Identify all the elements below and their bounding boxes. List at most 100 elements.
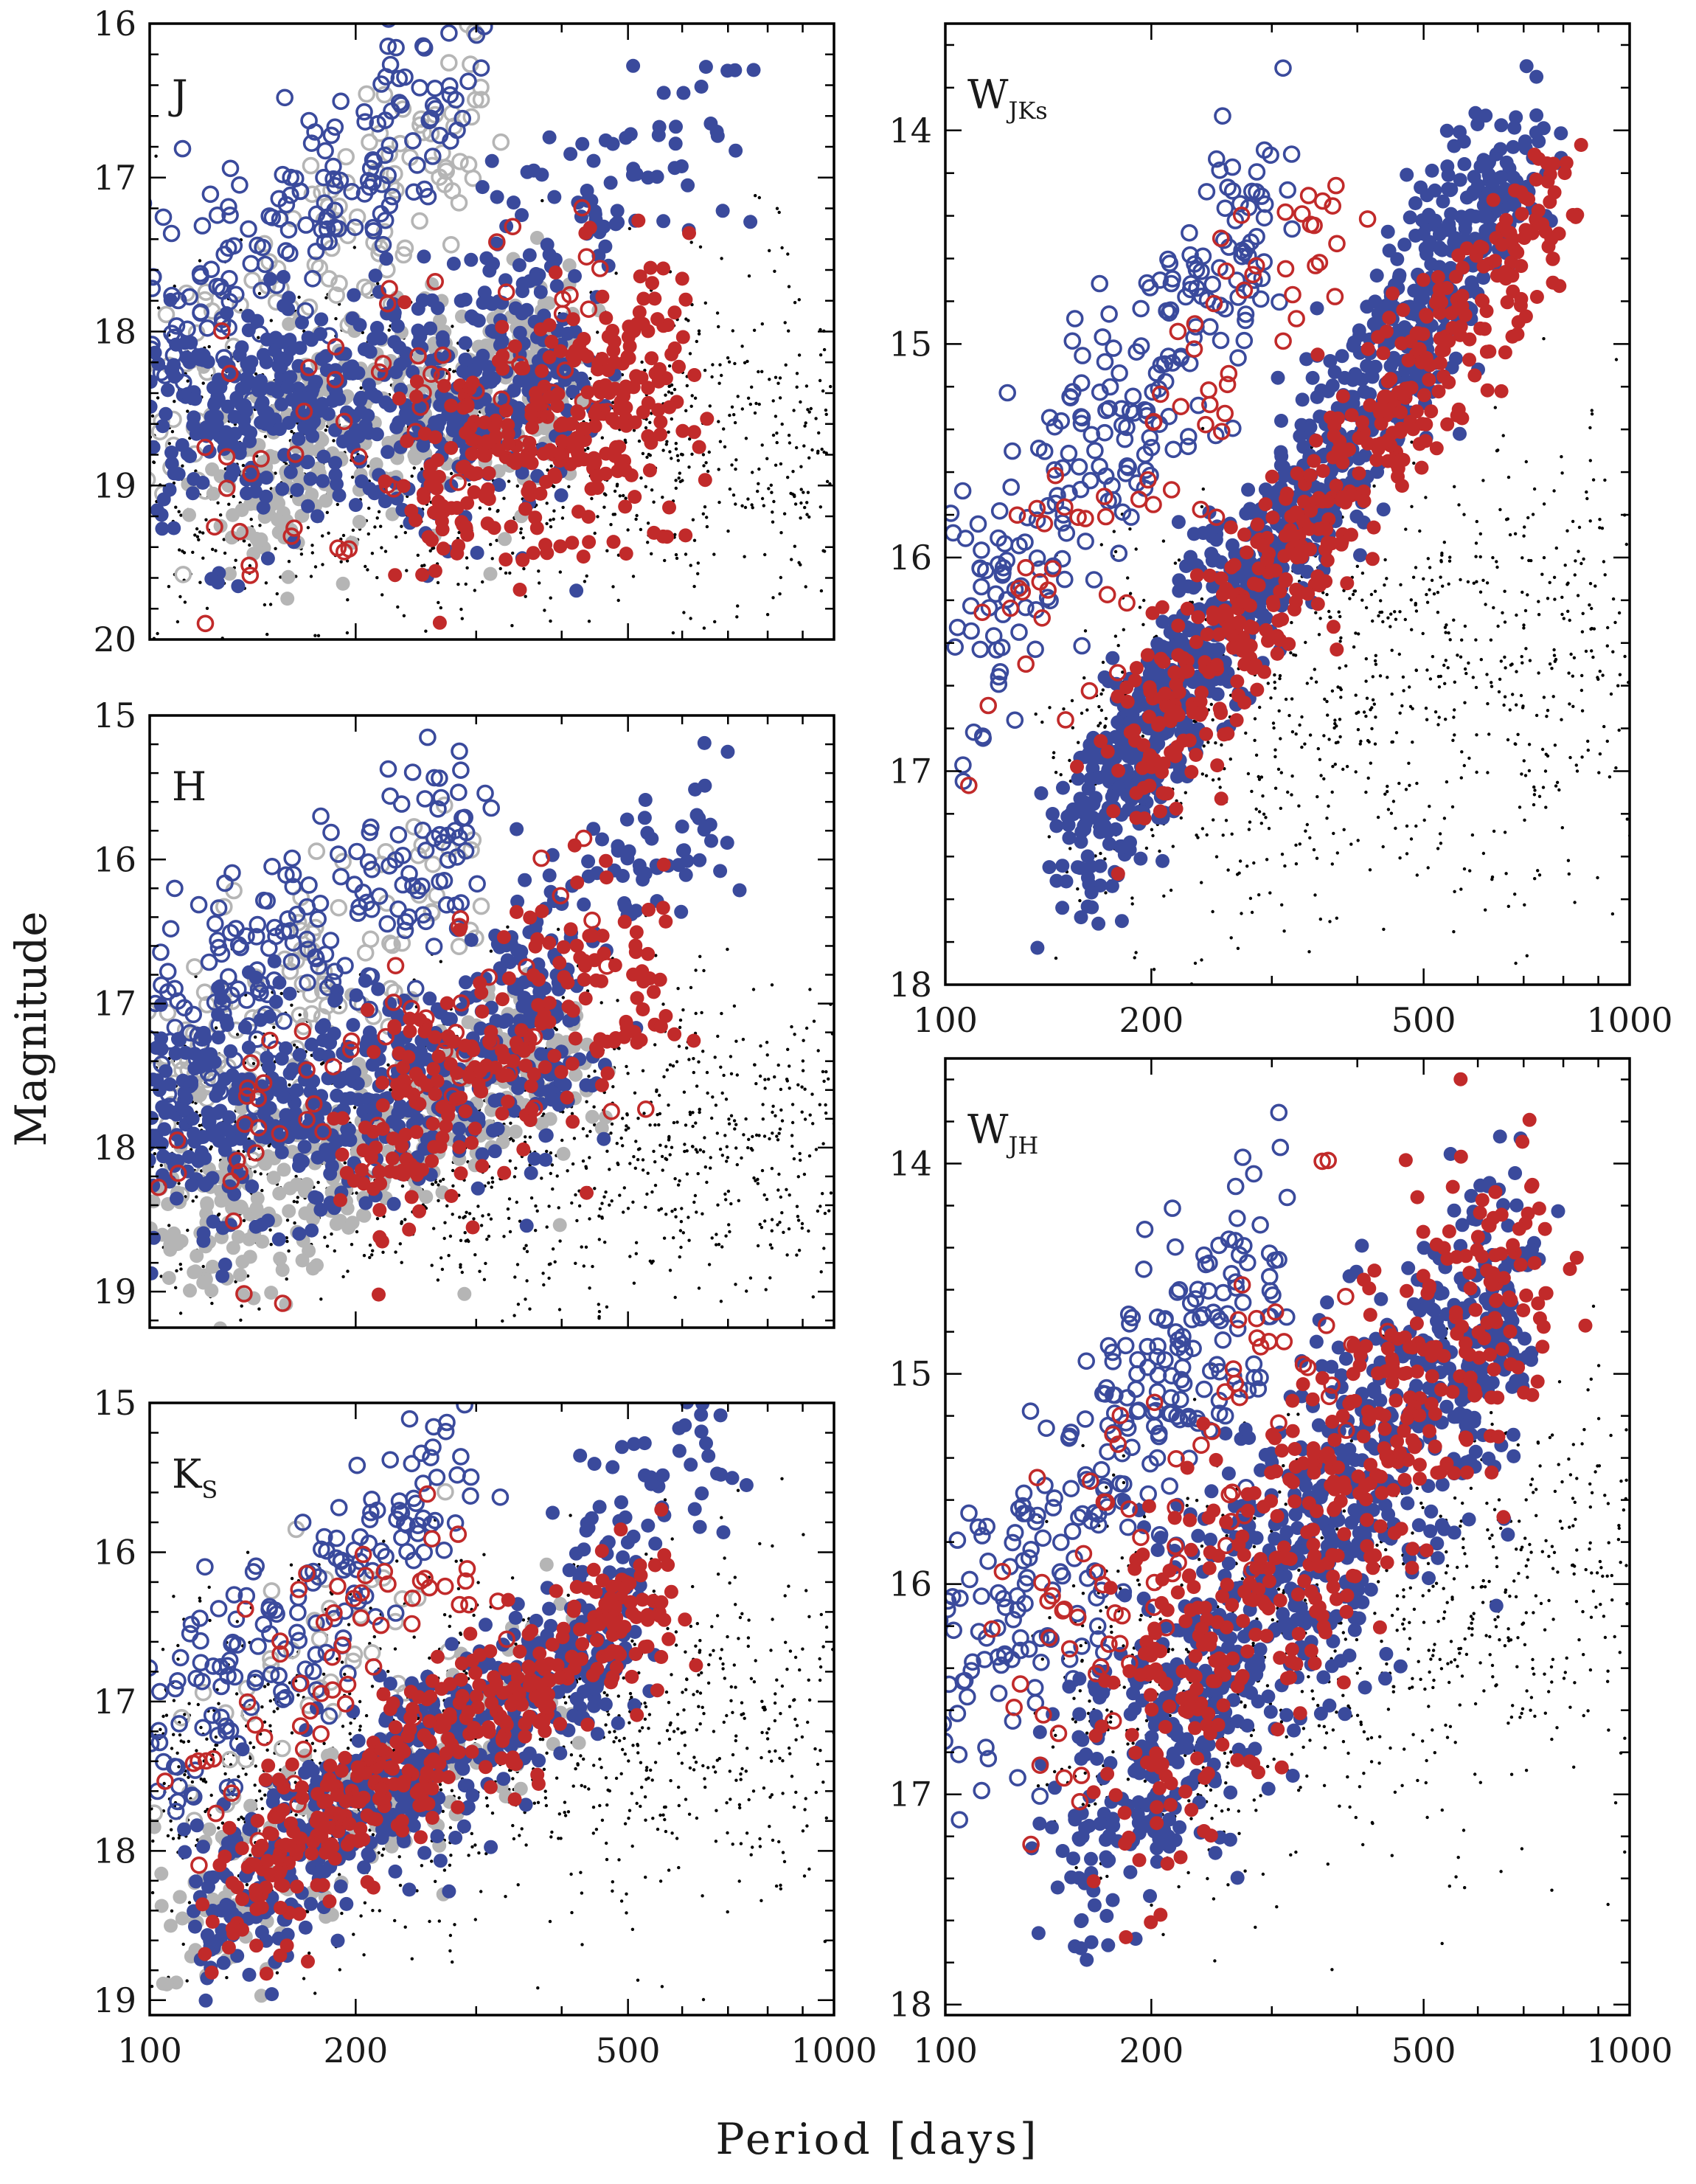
data-point [681, 178, 695, 193]
data-point [685, 1149, 689, 1153]
data-point [824, 412, 828, 416]
data-point [465, 432, 479, 447]
data-point [372, 75, 390, 93]
data-point [774, 415, 778, 418]
data-point [368, 1255, 372, 1260]
data-point [726, 947, 729, 951]
data-point [624, 496, 628, 500]
data-point [770, 983, 774, 987]
data-point [150, 1266, 159, 1280]
data-point [256, 500, 271, 515]
data-point [678, 1025, 682, 1030]
data-point [378, 494, 392, 509]
data-point [285, 1239, 289, 1244]
data-point [515, 208, 529, 223]
data-point [727, 1122, 731, 1126]
data-point [457, 460, 472, 474]
data-point [265, 918, 284, 937]
data-point [682, 226, 696, 240]
data-point [676, 987, 680, 991]
data-point [249, 1219, 263, 1234]
data-point [524, 1165, 538, 1180]
data-point [535, 167, 549, 182]
data-point [389, 0, 404, 14]
data-point [703, 368, 707, 372]
data-point [443, 1012, 458, 1027]
data-point [290, 482, 305, 497]
data-point [650, 552, 653, 555]
data-point [390, 69, 409, 88]
data-point [167, 442, 171, 446]
data-point [374, 355, 392, 372]
data-point [678, 1018, 683, 1022]
data-point [218, 479, 236, 497]
data-point [153, 1152, 156, 1156]
data-point [668, 450, 672, 454]
data-point [680, 1207, 684, 1210]
data-point [694, 1121, 698, 1125]
data-point [797, 1249, 802, 1252]
data-point [157, 1122, 172, 1137]
data-point [302, 985, 320, 1003]
data-point [431, 873, 448, 891]
data-point [652, 500, 656, 504]
data-point [528, 1135, 532, 1139]
data-point [750, 385, 754, 389]
data-point [263, 603, 267, 607]
data-point [209, 932, 226, 949]
data-point [821, 1070, 825, 1074]
data-point [808, 1113, 812, 1117]
data-point [468, 363, 483, 378]
data-point [800, 1085, 804, 1089]
data-point [743, 215, 758, 229]
data-point [335, 412, 353, 431]
data-point [605, 324, 620, 338]
data-point [307, 842, 326, 860]
data-point [481, 580, 484, 584]
data-point [218, 448, 236, 466]
data-point [375, 516, 379, 520]
data-point [154, 507, 169, 522]
data-point [272, 422, 287, 437]
data-point [763, 1086, 767, 1090]
data-point [541, 1084, 556, 1098]
data-point [309, 675, 312, 678]
data-point [711, 363, 715, 367]
data-point [206, 518, 223, 536]
data-point [458, 1216, 462, 1219]
data-point [295, 1253, 310, 1268]
data-point [641, 451, 645, 456]
data-point [696, 561, 700, 565]
data-point [722, 1073, 726, 1078]
data-point [792, 409, 796, 412]
data-point [329, 1216, 344, 1231]
data-point [695, 339, 698, 344]
data-point [462, 108, 481, 126]
data-point [416, 438, 431, 453]
data-point [678, 1255, 681, 1259]
data-point [240, 556, 258, 575]
data-point [323, 1235, 327, 1239]
data-point [382, 176, 400, 195]
data-point [719, 1065, 723, 1070]
data-point [129, 392, 143, 406]
data-point [605, 549, 609, 552]
data-point [380, 24, 396, 28]
data-point [805, 501, 809, 505]
data-point [348, 208, 366, 226]
data-point [254, 415, 268, 430]
data-point [765, 457, 769, 460]
data-point [386, 1196, 401, 1211]
data-point [746, 1145, 750, 1150]
data-point [279, 221, 298, 239]
data-point [694, 968, 698, 972]
data-point [458, 292, 473, 307]
data-point [664, 443, 668, 446]
data-point [504, 218, 522, 236]
data-point [436, 1278, 440, 1282]
data-point [134, 1067, 149, 1082]
data-point [630, 1367, 633, 1370]
data-point [300, 111, 318, 130]
data-point [711, 1095, 715, 1099]
data-point [378, 294, 397, 313]
